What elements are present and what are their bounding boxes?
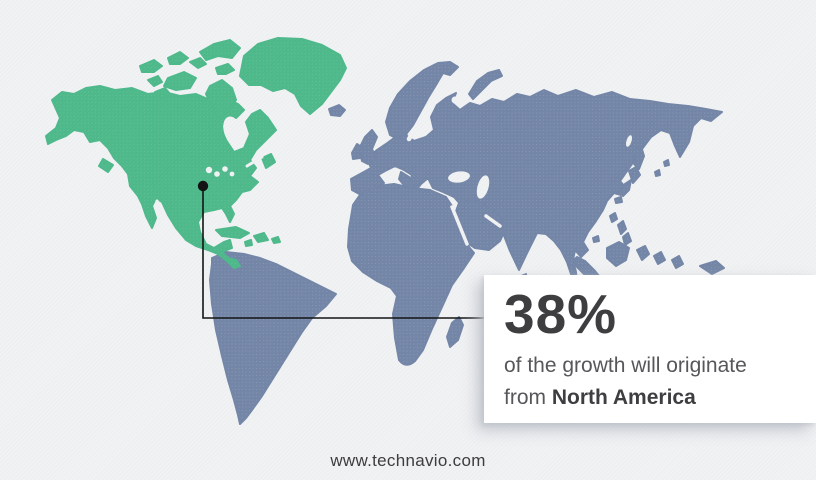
region-kuril-1 — [663, 159, 670, 167]
region-na-mainland — [45, 85, 277, 269]
region-ireland — [351, 143, 365, 160]
region-vancouver-island — [98, 158, 114, 173]
region-sakhalin — [633, 145, 645, 170]
region-madagascar — [446, 316, 464, 348]
stat-value: 38% — [504, 283, 618, 345]
region-kuril-2 — [654, 169, 661, 177]
region-iceland — [328, 104, 346, 117]
region-baffin — [205, 79, 237, 119]
callout-leader — [197, 180, 484, 319]
black-sea — [448, 171, 470, 183]
region-novaya-zemlya — [468, 69, 503, 100]
red-sea — [450, 205, 469, 246]
region-japan-north — [628, 166, 641, 184]
stat-description-line1: of the growth will originate — [504, 354, 747, 378]
region-arctic-islet-5 — [154, 87, 171, 99]
region-moluccas — [653, 251, 666, 265]
continent-north-america — [45, 37, 347, 269]
region-borneo — [606, 241, 630, 267]
great-lake-3 — [222, 166, 228, 172]
region-philippines-south — [622, 232, 632, 246]
region-newfoundland — [261, 153, 276, 169]
marker-dot — [197, 180, 209, 192]
region-scandinavia — [385, 61, 459, 140]
region-hainan — [592, 235, 600, 243]
stat-region-name: North America — [551, 386, 696, 410]
stat-description-line2-prefix: from — [504, 386, 552, 410]
region-arctic-islet-6 — [215, 63, 235, 75]
region-arctic-islet-4 — [189, 57, 207, 69]
region-south-america — [209, 251, 337, 425]
baltic-sea — [406, 102, 431, 142]
region-greenland — [239, 37, 347, 115]
stat-description: of the growth will originate from North … — [504, 350, 802, 414]
great-lake-4 — [229, 171, 235, 177]
region-puerto-rico — [271, 236, 281, 244]
caspian-sea — [476, 175, 490, 199]
region-taiwan — [609, 212, 618, 223]
region-arctic-islet-1 — [139, 59, 163, 73]
leader-line — [202, 190, 484, 319]
region-japan-main — [619, 179, 632, 197]
lake-baikal — [625, 135, 633, 147]
great-lake-2 — [214, 171, 220, 177]
persian-gulf — [484, 214, 502, 228]
region-new-guinea — [699, 260, 725, 275]
region-japan-south — [614, 196, 623, 204]
region-hispaniola — [253, 232, 269, 243]
region-jamaica — [244, 239, 253, 247]
inland-seas — [155, 96, 633, 246]
hudson-bay — [223, 116, 243, 146]
region-sulawesi — [636, 245, 650, 261]
st-lawrence-gulf — [245, 155, 264, 168]
white-sea — [451, 96, 459, 104]
region-ellesmere — [199, 39, 241, 61]
region-arctic-islet-2 — [167, 51, 189, 65]
gulf-of-california — [155, 199, 172, 228]
region-africa — [347, 183, 475, 366]
region-victoria-island — [163, 71, 197, 91]
region-great-britain — [358, 129, 378, 165]
great-lake-1 — [205, 166, 213, 174]
stat-callout-card: 38% of the growth will originate from No… — [484, 275, 816, 423]
region-philippines-north — [617, 220, 627, 235]
website-watermark: www.technavio.com — [330, 451, 486, 470]
region-cuba — [215, 226, 250, 239]
region-arctic-islet-3 — [147, 75, 163, 87]
region-pacific-islet — [671, 255, 684, 269]
